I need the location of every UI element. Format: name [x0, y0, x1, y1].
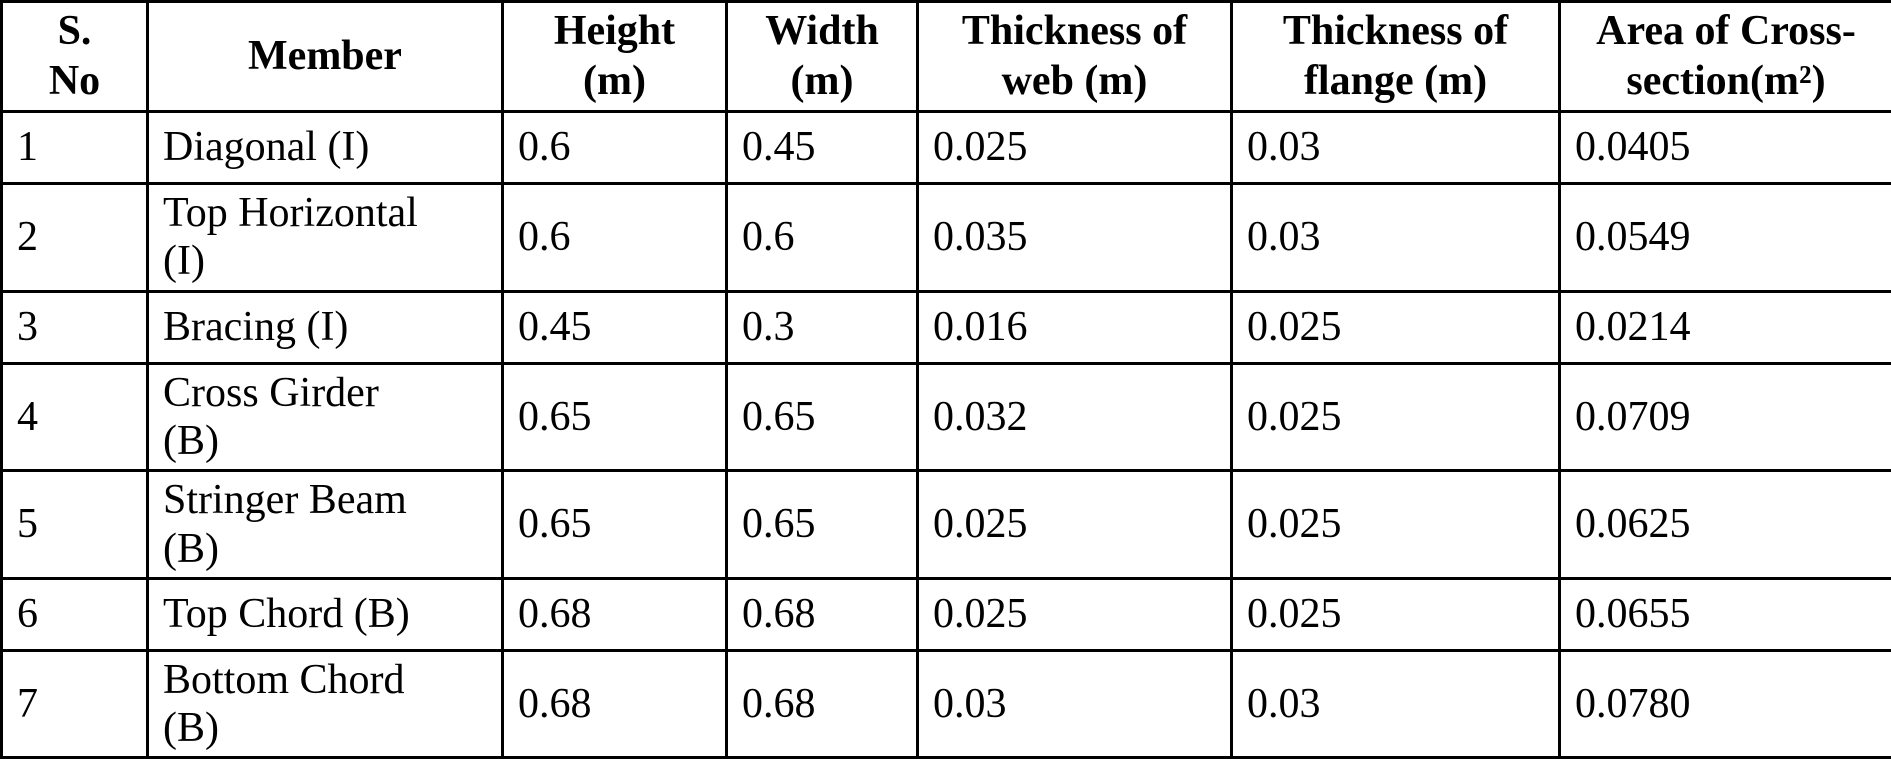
- cell-area: 0.0655: [1558, 576, 1891, 652]
- cell-height: 0.68: [501, 648, 728, 760]
- cell-thickness-flange: 0.025: [1230, 469, 1561, 580]
- cell-area: 0.0549: [1558, 182, 1891, 293]
- column-header-s-no: S. No: [0, 0, 149, 114]
- table-row: 3 Bracing (I) 0.45 0.3 0.016 0.025 0.021…: [0, 289, 1891, 365]
- cell-width: 0.6: [725, 182, 919, 293]
- cell-s-no: 6: [0, 576, 149, 652]
- table-row: 7 Bottom Chord (B) 0.68 0.68 0.03 0.03 0…: [0, 648, 1891, 760]
- cell-width: 0.68: [725, 648, 919, 760]
- cell-member: Bottom Chord (B): [146, 648, 504, 760]
- cell-s-no: 5: [0, 469, 149, 580]
- cell-height: 0.68: [501, 576, 728, 652]
- cell-member: Bracing (I): [146, 289, 504, 365]
- cell-s-no: 1: [0, 110, 149, 186]
- cell-thickness-flange: 0.025: [1230, 361, 1561, 473]
- cell-s-no: 3: [0, 289, 149, 365]
- column-header-width: Width (m): [725, 0, 919, 114]
- cell-thickness-web: 0.025: [916, 469, 1233, 580]
- column-header-member: Member: [146, 0, 504, 114]
- table-row: 6 Top Chord (B) 0.68 0.68 0.025 0.025 0.…: [0, 576, 1891, 652]
- column-header-thickness-flange: Thickness of flange (m): [1230, 0, 1561, 114]
- cell-thickness-web: 0.025: [916, 110, 1233, 186]
- cell-member: Stringer Beam (B): [146, 469, 504, 580]
- cell-s-no: 4: [0, 361, 149, 473]
- table-row: 4 Cross Girder (B) 0.65 0.65 0.032 0.025…: [0, 361, 1891, 473]
- table-row: 5 Stringer Beam (B) 0.65 0.65 0.025 0.02…: [0, 469, 1891, 580]
- cell-member: Top Horizontal (I): [146, 182, 504, 293]
- cell-thickness-web: 0.025: [916, 576, 1233, 652]
- cell-thickness-flange: 0.03: [1230, 110, 1561, 186]
- cell-s-no: 7: [0, 648, 149, 760]
- cell-member: Top Chord (B): [146, 576, 504, 652]
- cell-area: 0.0214: [1558, 289, 1891, 365]
- cell-thickness-web: 0.032: [916, 361, 1233, 473]
- cell-width: 0.45: [725, 110, 919, 186]
- cell-s-no: 2: [0, 182, 149, 293]
- cell-member: Cross Girder (B): [146, 361, 504, 473]
- column-header-area-cross-section: Area of Cross- section(m²): [1558, 0, 1891, 114]
- cell-area: 0.0780: [1558, 648, 1891, 760]
- cell-height: 0.65: [501, 361, 728, 473]
- cell-width: 0.65: [725, 361, 919, 473]
- table-row: 2 Top Horizontal (I) 0.6 0.6 0.035 0.03 …: [0, 182, 1891, 293]
- column-header-thickness-web: Thickness of web (m): [916, 0, 1233, 114]
- cell-area: 0.0625: [1558, 469, 1891, 580]
- cell-thickness-web: 0.035: [916, 182, 1233, 293]
- header-row: S. No Member Height (m) Width (m) Thickn…: [0, 0, 1891, 114]
- cell-width: 0.68: [725, 576, 919, 652]
- table-row: 1 Diagonal (I) 0.6 0.45 0.025 0.03 0.040…: [0, 110, 1891, 186]
- cell-height: 0.45: [501, 289, 728, 365]
- cell-thickness-flange: 0.025: [1230, 576, 1561, 652]
- cell-width: 0.65: [725, 469, 919, 580]
- cell-member: Diagonal (I): [146, 110, 504, 186]
- cell-thickness-flange: 0.025: [1230, 289, 1561, 365]
- cell-height: 0.6: [501, 182, 728, 293]
- cell-area: 0.0709: [1558, 361, 1891, 473]
- cell-thickness-web: 0.03: [916, 648, 1233, 760]
- cell-thickness-flange: 0.03: [1230, 648, 1561, 760]
- cell-height: 0.6: [501, 110, 728, 186]
- cell-thickness-web: 0.016: [916, 289, 1233, 365]
- cell-area: 0.0405: [1558, 110, 1891, 186]
- cell-thickness-flange: 0.03: [1230, 182, 1561, 293]
- cell-height: 0.65: [501, 469, 728, 580]
- cell-width: 0.3: [725, 289, 919, 365]
- column-header-height: Height (m): [501, 0, 728, 114]
